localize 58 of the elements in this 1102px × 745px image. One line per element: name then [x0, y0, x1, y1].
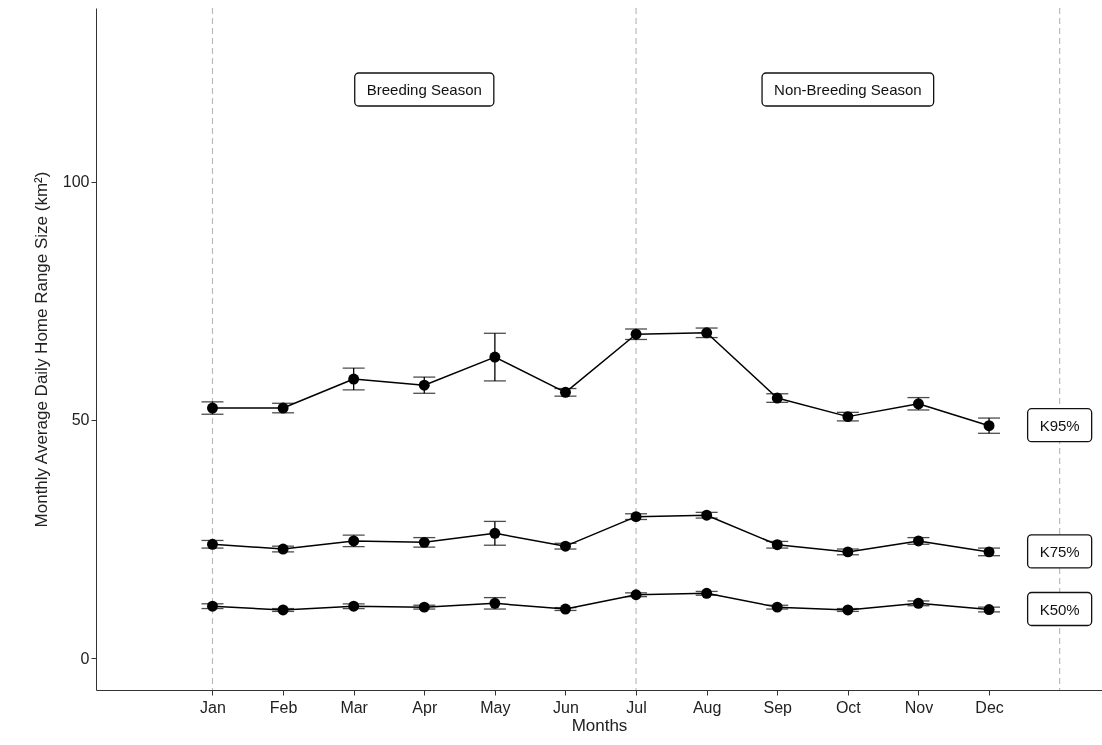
point [489, 597, 501, 609]
x-tick-label: Nov [904, 698, 934, 716]
point [701, 327, 713, 339]
point [277, 604, 289, 616]
x-tick-label: May [480, 698, 511, 716]
point [630, 589, 642, 601]
point [418, 601, 430, 613]
point [771, 601, 783, 613]
point [842, 411, 854, 423]
point [559, 386, 571, 398]
point [912, 398, 924, 410]
point [207, 538, 218, 550]
point [348, 600, 360, 612]
text: K50% [1039, 600, 1080, 618]
x-tick-label: Feb [269, 698, 298, 716]
text: K75% [1039, 542, 1080, 560]
point [207, 402, 218, 414]
x-tick-label: Apr [412, 698, 438, 716]
x-tick-label: Aug [692, 698, 722, 716]
point [983, 420, 995, 432]
x-tick-label: Dec [975, 698, 1004, 716]
point [701, 509, 713, 521]
point [277, 402, 289, 414]
point [489, 351, 501, 363]
point [630, 328, 642, 340]
point [983, 604, 995, 615]
x-tick-label: Jan [200, 698, 226, 716]
text: K95% [1039, 416, 1080, 434]
point [912, 597, 924, 609]
y-tick-label: 50 [71, 411, 90, 429]
point [701, 587, 713, 599]
y-tick-label: 0 [80, 649, 90, 667]
y-axis-title: Monthly Average Daily Home Range Size (km²) [31, 171, 51, 528]
point [559, 540, 571, 552]
point [418, 379, 430, 391]
point [348, 535, 360, 547]
point [842, 546, 854, 558]
x-tick-label: Mar [340, 698, 369, 716]
x-tick-label: Jul [626, 698, 647, 716]
point [207, 600, 218, 612]
x-tick-label: Jun [553, 698, 579, 716]
x-tick-label: Oct [835, 698, 862, 716]
point [771, 539, 783, 551]
point [559, 603, 571, 615]
point [418, 536, 430, 548]
point [630, 511, 642, 523]
y-tick-label: 100 [62, 173, 90, 191]
point [348, 373, 360, 385]
x-tick-label: Sep [763, 698, 793, 716]
annotation: Non-Breeding Season [774, 81, 922, 98]
point [771, 392, 783, 404]
point [277, 543, 289, 555]
point [912, 535, 924, 547]
x-axis-title: Months [571, 715, 628, 735]
point [842, 604, 854, 616]
point [983, 546, 995, 558]
annotation: Breeding Season [366, 81, 482, 98]
point [489, 527, 501, 539]
